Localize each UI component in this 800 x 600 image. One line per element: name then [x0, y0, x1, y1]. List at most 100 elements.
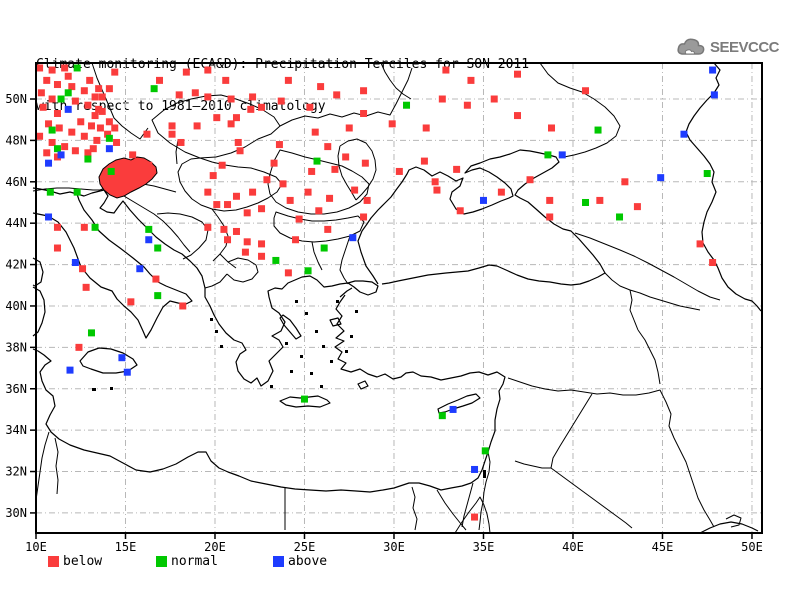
axis-tick-label-lat: 40N: [5, 299, 27, 313]
station-marker-below: [129, 151, 137, 159]
station-marker-normal: [46, 188, 54, 196]
station-marker-above: [57, 151, 65, 159]
station-marker-below: [258, 205, 266, 213]
station-marker-below: [497, 188, 505, 196]
station-marker-below: [48, 66, 56, 74]
border-turkey-syria: [507, 377, 661, 396]
coastline-italy: [32, 187, 193, 339]
border-iraq-saudi: [550, 467, 633, 529]
station-marker-normal: [616, 213, 624, 221]
station-marker-below: [315, 207, 323, 215]
legend-swatch-below: [48, 555, 59, 567]
border-turkey-iran: [637, 329, 661, 385]
plot-title: Climate monitoring (ECA&D): Precipitatio…: [36, 30, 529, 142]
axis-tick-label-lon: 45E: [652, 540, 674, 554]
station-marker-above: [123, 368, 131, 376]
station-marker-normal: [154, 292, 162, 300]
station-marker-below: [227, 120, 235, 128]
axis-tick-label-lat: 50N: [5, 92, 27, 106]
station-marker-below: [68, 83, 76, 91]
station-marker-below: [175, 91, 183, 99]
station-marker-below: [37, 89, 45, 97]
station-marker-above: [118, 354, 126, 362]
border-tunisia-algeria: [35, 431, 50, 501]
border-bulgaria: [273, 211, 365, 243]
station-marker-below: [633, 203, 641, 211]
station-marker-below: [326, 194, 334, 202]
border-jordan-saudi: [514, 460, 551, 469]
station-marker-below: [232, 114, 240, 122]
border-bosnia-serbia: [156, 212, 209, 260]
island-euboea: [279, 314, 302, 340]
station-marker-below: [284, 269, 292, 277]
border-austria-west: [32, 187, 100, 192]
station-marker-below: [98, 107, 106, 115]
axis-tick-label-lat: 36N: [5, 382, 27, 396]
station-marker-below: [224, 236, 232, 244]
station-marker-normal: [304, 267, 312, 275]
border-serbia-east: [211, 208, 229, 262]
seevccc-logo: SEEVCCC: [676, 36, 780, 58]
station-marker-below: [156, 76, 164, 84]
station-marker-below: [61, 143, 69, 151]
station-marker-below: [204, 188, 212, 196]
station-marker-normal: [154, 244, 162, 252]
station-marker-below: [127, 298, 135, 306]
station-marker-below: [526, 176, 534, 184]
axis-tick-label-lon: 15E: [115, 540, 137, 554]
station-marker-normal: [320, 244, 328, 252]
station-marker-below: [71, 147, 79, 155]
station-marker-below: [36, 132, 44, 140]
coastline-dardanelles: [339, 287, 353, 298]
station-marker-normal: [53, 145, 61, 153]
station-marker-below: [93, 136, 101, 144]
station-marker-below: [342, 153, 350, 161]
border-belarus: [380, 62, 412, 100]
border-hungary: [177, 157, 283, 212]
station-marker-normal: [105, 134, 113, 142]
axis-tick-label-lon: 35E: [473, 540, 495, 554]
station-marker-normal: [145, 225, 153, 233]
station-marker-normal: [313, 157, 321, 165]
station-marker-below: [95, 85, 103, 93]
axis-tick-label-lat: 42N: [5, 258, 27, 272]
station-marker-below: [258, 103, 266, 111]
coastline-adriatic-greece: [76, 189, 349, 387]
station-marker-below: [177, 138, 185, 146]
station-marker-below: [179, 302, 187, 310]
axis-tick-label-lon: 20E: [204, 540, 226, 554]
axis-tick-label-lon: 25E: [294, 540, 316, 554]
station-marker-below: [360, 87, 368, 95]
station-marker-below: [68, 128, 76, 136]
island-cyprus: [437, 393, 481, 414]
station-marker-normal: [73, 64, 81, 72]
station-marker-below: [431, 178, 439, 186]
station-marker-below: [333, 91, 341, 99]
station-marker-below: [71, 97, 79, 105]
axis-tick-label-lon: 10E: [25, 540, 47, 554]
legend-item-below: below: [48, 553, 102, 569]
station-marker-normal: [73, 188, 81, 196]
station-marker-normal: [150, 85, 158, 93]
station-marker-below: [433, 186, 441, 194]
station-marker-below: [243, 238, 251, 246]
station-marker-below: [275, 141, 283, 149]
island-sicily: [79, 347, 138, 374]
coastline-marmara: [347, 280, 379, 296]
station-marker-normal: [64, 89, 72, 97]
station-marker-below: [249, 188, 257, 196]
station-marker-below: [467, 76, 475, 84]
station-marker-below: [249, 93, 257, 101]
station-marker-below: [213, 114, 221, 122]
logo-text: SEEVCCC: [710, 38, 780, 56]
island-crete: [279, 395, 331, 408]
border-greece-turkey: [339, 235, 351, 285]
station-marker-below: [36, 64, 44, 72]
coastline-mediterranean: [32, 294, 506, 493]
station-marker-below: [95, 105, 103, 113]
station-marker-below: [360, 213, 368, 221]
station-marker-above: [471, 465, 479, 473]
station-marker-below: [234, 138, 242, 146]
station-marker-below: [324, 225, 332, 233]
